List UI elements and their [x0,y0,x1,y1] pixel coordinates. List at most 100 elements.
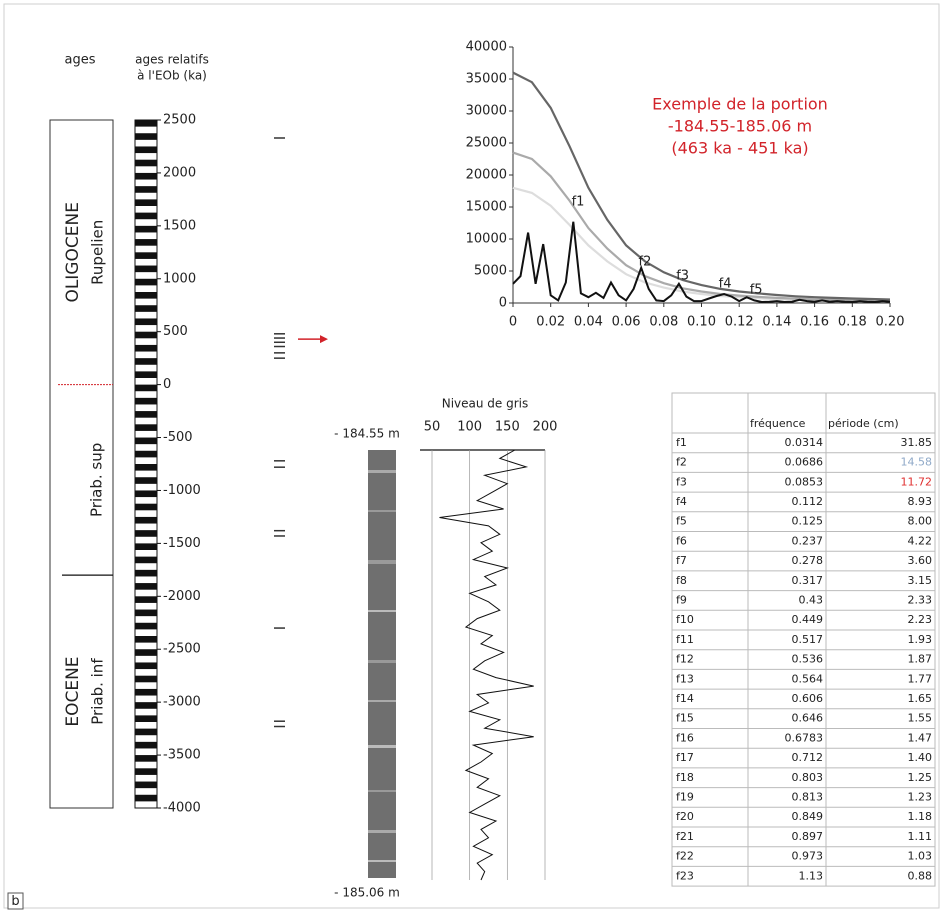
scale-stripe [135,437,157,445]
scale-stripe [135,199,157,206]
table-cell: 0.0314 [785,436,824,449]
y-tick-label: 40000 [466,40,507,55]
table-cell: 1.18 [908,810,933,823]
table-cell: 2.33 [908,593,933,606]
table-cell: 0.43 [799,593,824,606]
annotation: Exemple de la portion [652,95,828,114]
y-tick-label: -1000 [163,483,201,498]
scale-stripe [135,675,157,683]
table-cell: f10 [676,613,694,626]
annotation: -184.55-185.06 m [668,117,812,136]
table-cell: 14.58 [901,456,933,469]
table-cell: f6 [676,534,687,547]
scale-stripe [135,371,157,378]
epoch-label: EOCENE [63,656,83,726]
table-cell: f4 [676,495,687,508]
scale-stripe [135,305,157,312]
table-cell: 0.849 [792,810,824,823]
table-cell: f12 [676,653,694,666]
x-tick-label: 0.18 [838,315,867,330]
table-header: période (cm) [828,417,899,430]
x-tick-label: 0.14 [762,315,791,330]
scale-stripe [135,490,157,498]
table-cell: 0.897 [792,830,824,843]
x-tick-label: 100 [457,420,482,435]
table-cell: 0.646 [792,712,824,725]
table-cell: 0.237 [792,534,824,547]
x-tick-label: 0 [509,315,517,330]
table-cell: 0.606 [792,692,824,705]
scale-stripe [135,503,157,511]
table-cell: 1.77 [908,672,933,685]
core-image [368,450,396,878]
table-cell: f23 [676,869,694,882]
y-tick-label: 5000 [474,264,507,279]
table-cell: f19 [676,790,694,803]
scale-stripe [135,636,157,643]
scale-stripe [135,358,157,365]
table-cell: 1.23 [908,790,933,803]
scale-stripe [135,252,157,259]
annotation: (463 ka - 451 ka) [671,139,808,158]
scale-stripe [135,596,157,603]
table-cell: f3 [676,475,687,488]
scale-stripe [135,543,157,550]
scale-stripe [135,728,157,736]
x-tick-label: 0.06 [612,315,641,330]
table-cell: f16 [676,731,694,744]
table-border [671,392,936,887]
table-cell: 4.22 [908,534,933,547]
scale-stripe [135,384,157,392]
table-cell: 1.11 [908,830,933,843]
table-cell: f21 [676,830,694,843]
axis-title: à l'EOb (ka) [137,69,207,83]
x-tick-label: 0.02 [536,315,565,330]
y-tick-label: 25000 [466,136,507,151]
y-tick-label: -2000 [163,589,201,604]
scale-stripe [135,424,157,431]
y-tick-label: -500 [163,430,193,445]
epoch-label: OLIGOCENE [63,202,83,302]
chart-title: Niveau de gris [442,397,529,411]
table-cell: f5 [676,515,687,528]
scale-stripe [135,702,157,709]
y-tick-label: 30000 [466,104,507,119]
x-tick-label: 200 [533,420,558,435]
stage-label: Rupelien [89,220,107,285]
table-cell: f15 [676,712,694,725]
table-cell: 0.317 [792,574,824,587]
y-tick-label: - 184.55 m [334,427,400,441]
x-tick-label: 0.10 [687,315,716,330]
y-tick-label: 15000 [466,200,507,215]
table-cell: 1.47 [908,731,933,744]
table-header: fréquence [750,417,806,430]
scale-stripe [135,292,157,299]
table-cell: 1.93 [908,633,933,646]
peak-label: f4 [719,276,732,291]
table-cell: 0.517 [792,633,824,646]
table-cell: 0.712 [792,751,824,764]
label-box [7,892,24,910]
y-tick-label: 20000 [466,168,507,183]
scale-stripe [135,609,157,617]
scale-stripe [135,344,157,352]
table-cell: 2.23 [908,613,933,626]
spectrum-line [512,221,891,304]
y-tick-label: -3500 [163,748,201,763]
scale-stripe [135,583,157,590]
scale-stripe [135,159,157,167]
scale-stripe [135,741,157,749]
y-tick-label: 1500 [163,218,196,233]
scale-stripe [135,530,157,537]
scale-stripe [135,120,157,127]
table-cell: 0.278 [792,554,824,567]
stage-label: Priab. sup [88,443,106,517]
x-tick-label: 50 [424,420,441,435]
table-cell: 1.87 [908,653,933,666]
table-cell: 1.65 [908,692,933,705]
table-cell: f13 [676,672,694,685]
figure-label: b [11,894,19,909]
table-cell: f22 [676,850,694,863]
scale-stripe [135,715,157,722]
scale-stripe [135,212,157,220]
